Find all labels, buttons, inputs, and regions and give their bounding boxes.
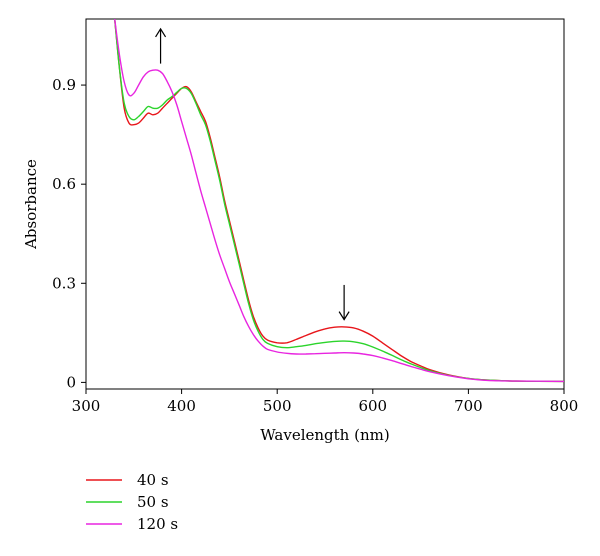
plot-frame [85,18,565,390]
series-line-3 [114,19,564,383]
x-tick-label: 500 [263,397,292,415]
x-axis: 300 400 500 600 700 800 [72,389,579,415]
x-tick-label: 800 [550,397,579,415]
legend-label: 120 s [137,515,178,533]
legend-label: 50 s [137,493,169,511]
x-tick-label: 600 [358,397,387,415]
x-tick-label: 400 [167,397,196,415]
y-tick-label: 0.9 [52,76,76,94]
series-line-2 [114,19,564,383]
y-tick-label: 0 [66,373,76,391]
arrow-down-icon [338,284,350,321]
legend-label: 40 s [137,471,169,489]
annotation-layer [155,27,350,321]
series-line-1 [114,19,564,383]
x-axis-label: Wavelength (nm) [260,426,389,444]
x-tick-label: 300 [72,397,101,415]
legend: 40 s 50 s 120 s [86,471,178,533]
series-layer [114,19,564,383]
y-tick-label: 0.6 [52,175,76,193]
y-tick-label: 0.3 [52,274,76,292]
y-axis: 0 0.3 0.6 0.9 [52,76,86,391]
y-axis-label: Absorbance [22,159,40,250]
arrow-up-icon [155,27,167,64]
x-tick-label: 700 [454,397,483,415]
